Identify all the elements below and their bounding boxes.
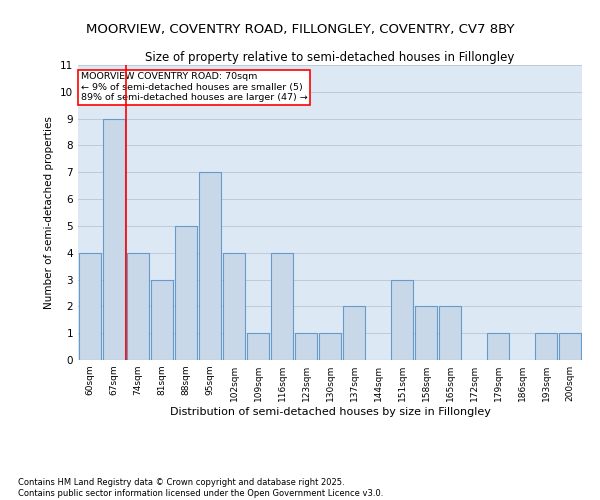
Bar <box>223 252 245 360</box>
Bar <box>487 333 509 360</box>
Bar <box>79 252 101 360</box>
Bar <box>247 333 269 360</box>
Bar <box>319 333 341 360</box>
Bar <box>103 118 125 360</box>
Text: MOORVIEW COVENTRY ROAD: 70sqm
← 9% of semi-detached houses are smaller (5)
89% o: MOORVIEW COVENTRY ROAD: 70sqm ← 9% of se… <box>80 72 307 102</box>
Text: MOORVIEW, COVENTRY ROAD, FILLONGLEY, COVENTRY, CV7 8BY: MOORVIEW, COVENTRY ROAD, FILLONGLEY, COV… <box>86 22 514 36</box>
Title: Size of property relative to semi-detached houses in Fillongley: Size of property relative to semi-detach… <box>145 51 515 64</box>
Text: Contains HM Land Registry data © Crown copyright and database right 2025.
Contai: Contains HM Land Registry data © Crown c… <box>18 478 383 498</box>
Bar <box>439 306 461 360</box>
Bar <box>559 333 581 360</box>
Bar <box>535 333 557 360</box>
Bar <box>151 280 173 360</box>
Bar <box>295 333 317 360</box>
Bar <box>127 252 149 360</box>
Bar <box>271 252 293 360</box>
Bar <box>391 280 413 360</box>
X-axis label: Distribution of semi-detached houses by size in Fillongley: Distribution of semi-detached houses by … <box>170 407 490 417</box>
Bar <box>415 306 437 360</box>
Y-axis label: Number of semi-detached properties: Number of semi-detached properties <box>44 116 55 309</box>
Bar <box>199 172 221 360</box>
Bar <box>343 306 365 360</box>
Bar <box>175 226 197 360</box>
